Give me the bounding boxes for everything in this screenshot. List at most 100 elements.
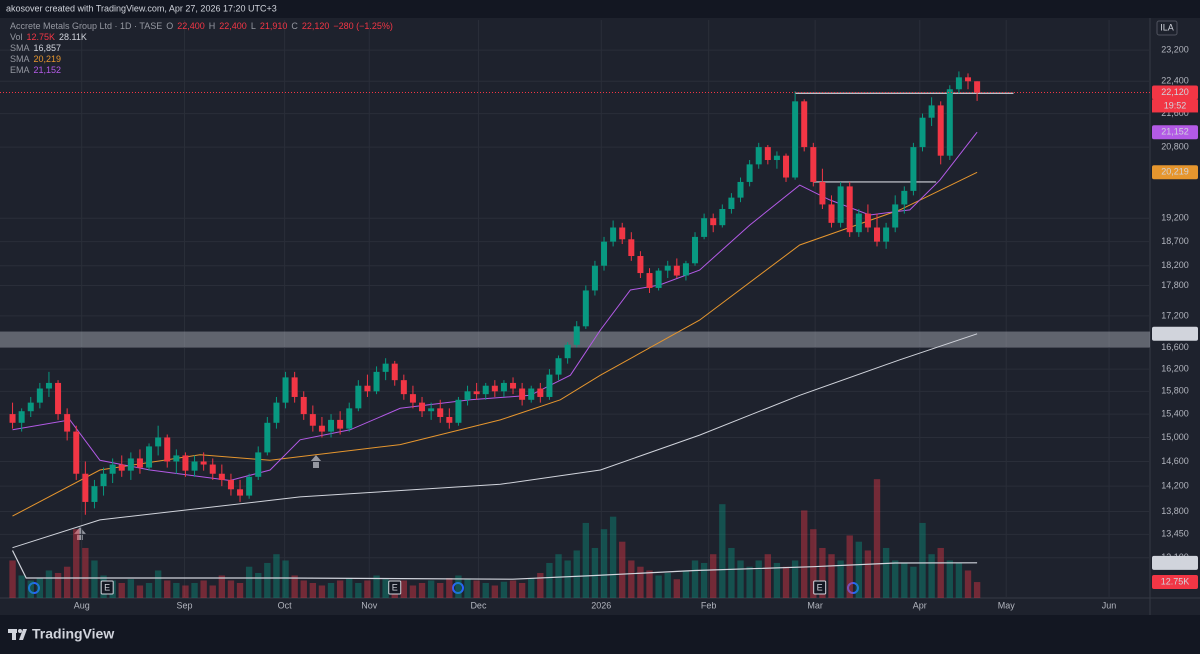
y-tick-label: 17,200	[1161, 310, 1189, 320]
candle-body	[783, 155, 790, 178]
event-box	[388, 580, 402, 595]
candle-body	[582, 290, 589, 327]
dividend-icon	[28, 582, 40, 594]
price-tag	[1152, 555, 1198, 570]
candle-body	[955, 77, 962, 90]
volume-bar	[145, 582, 153, 598]
candle-body	[200, 461, 207, 465]
legend-item: SMA	[10, 43, 30, 53]
candle-body	[546, 374, 553, 397]
volume-bar	[855, 541, 862, 598]
candle-body	[601, 241, 608, 266]
y-tick-label: 23,200	[1161, 44, 1189, 54]
volume-bar	[200, 580, 207, 598]
candle-body	[164, 437, 171, 462]
volume-bar	[509, 580, 517, 598]
volume-bar	[373, 575, 380, 598]
volume-bar	[655, 575, 662, 598]
candle-body	[82, 473, 89, 502]
candle-body	[64, 414, 71, 432]
y-tick-label: 16,600	[1161, 342, 1189, 352]
candle-body	[937, 105, 944, 156]
legend-item: C	[291, 21, 298, 31]
event-label: E	[817, 582, 823, 592]
volume-bar	[919, 522, 926, 598]
dividend-icons	[28, 582, 859, 594]
legend-item: 12.75K	[27, 32, 56, 42]
volume-bar	[528, 577, 535, 598]
volume-bar	[364, 580, 371, 598]
candle-body	[273, 402, 280, 423]
volume-bar	[282, 560, 289, 598]
volume-bar	[664, 572, 671, 598]
volume-bar	[73, 529, 80, 598]
price-tag-label: 22,120	[1161, 87, 1189, 97]
volume-bar	[791, 560, 799, 598]
candle-body	[737, 181, 744, 198]
logo-part	[12, 629, 16, 640]
candle-body	[946, 89, 953, 156]
event-label: E	[104, 582, 110, 592]
volume-bar	[400, 580, 408, 598]
candle-body	[646, 273, 653, 288]
candle-body	[73, 431, 80, 474]
candle-body	[55, 382, 62, 415]
volume-bar	[154, 570, 162, 598]
y-tick-label: 21,600	[1161, 108, 1189, 118]
y-tick-label: 16,200	[1161, 363, 1189, 373]
candle-body	[364, 385, 371, 392]
candle-body	[18, 411, 25, 423]
volume-bar	[755, 560, 762, 598]
header-bar	[0, 0, 1200, 18]
volume-bar	[255, 572, 262, 598]
candle-body	[209, 464, 216, 474]
volume-bar	[336, 580, 344, 598]
volume-bar	[646, 570, 653, 598]
price-tag	[1152, 165, 1198, 180]
price-tag	[1152, 125, 1198, 140]
price-tag-label: 21,152	[1161, 127, 1189, 137]
candle-body	[619, 227, 626, 240]
legend-item: L	[251, 21, 256, 31]
footer-bar	[0, 615, 1200, 654]
legend-item: 22,120	[302, 21, 330, 31]
candle-body	[373, 371, 380, 392]
y-tick-label: 18,200	[1161, 260, 1189, 270]
volume-bar	[45, 570, 53, 598]
volume-bar	[91, 560, 98, 598]
y-tick-label: 15,800	[1161, 386, 1189, 396]
volume-bar	[782, 566, 790, 598]
legend-row: Accrete Metals Group Ltd · 1D · TASE O 22,…	[10, 21, 393, 31]
candle-body	[446, 416, 453, 423]
candle-body	[728, 197, 735, 209]
candle-body	[746, 164, 753, 182]
volume-bar	[773, 562, 781, 598]
candle-body	[664, 265, 671, 271]
volume-bar	[418, 582, 426, 598]
candle-body	[965, 77, 972, 82]
volume-bar	[427, 580, 435, 598]
x-tick-label: Feb	[701, 600, 717, 610]
candle-body	[437, 408, 444, 417]
volume-bar	[973, 582, 981, 598]
candle-body	[428, 408, 435, 412]
logo-part	[18, 629, 22, 633]
legend-item: Accrete Metals Group Ltd · 1D · TASE	[10, 21, 162, 31]
candle-body	[309, 414, 316, 426]
candle-body	[655, 270, 662, 288]
event-label: E	[392, 582, 398, 592]
legend-item: 21,152	[34, 65, 62, 75]
volume-bar	[873, 479, 881, 598]
candle-body	[537, 388, 544, 397]
volume-bar	[828, 554, 835, 598]
candle-body	[136, 458, 143, 468]
candle-body	[573, 326, 580, 345]
candle-body	[337, 419, 344, 429]
candle-body	[237, 489, 244, 496]
candle-body	[719, 208, 726, 226]
volume-bar	[18, 575, 25, 598]
logo	[8, 629, 27, 640]
volume-bar	[182, 585, 189, 598]
candle-body	[191, 461, 198, 471]
volume-bar	[801, 510, 808, 598]
